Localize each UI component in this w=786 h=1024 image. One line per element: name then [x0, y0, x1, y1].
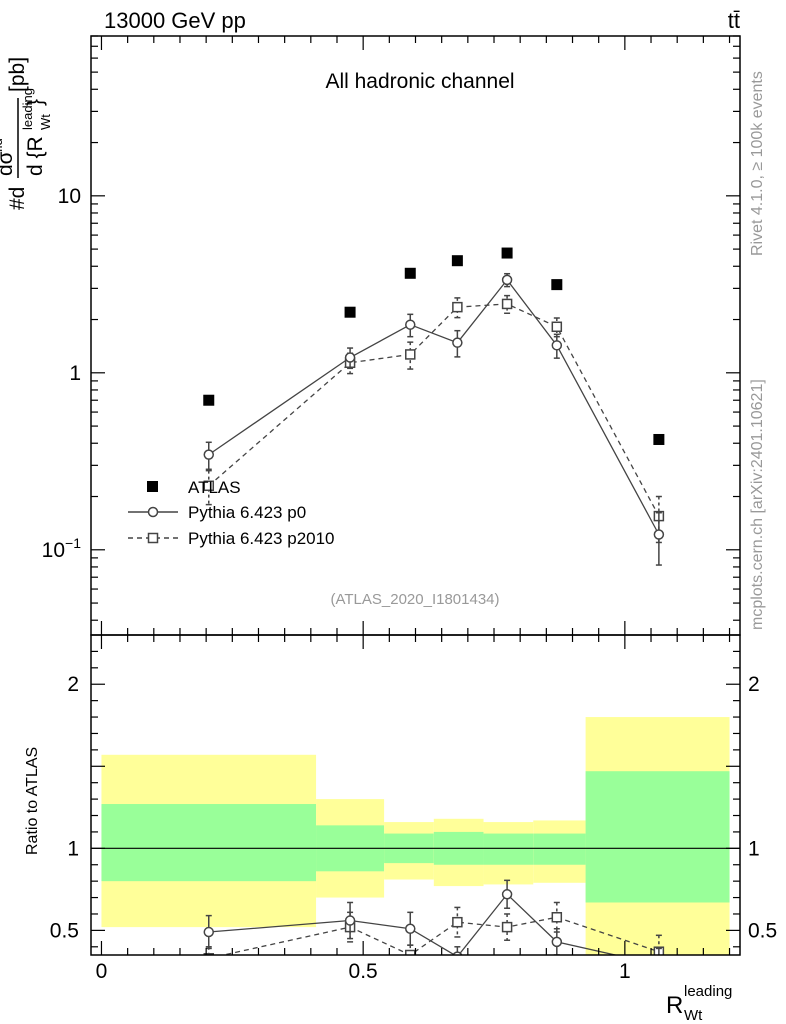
main-p2010-point	[203, 480, 215, 492]
ratio-p2010-point	[452, 916, 463, 928]
y-tick-label: 10	[58, 185, 81, 208]
main-atlas-point	[203, 394, 215, 406]
main-p0-point	[551, 340, 563, 351]
ratio-band-inner	[585, 771, 730, 903]
main-series	[203, 247, 665, 566]
svg-text:}: }	[24, 99, 47, 106]
main-p0-point	[344, 352, 356, 363]
ratio-panel: 0.5 0.5 1 1 2 2 0 0.5 1 Ratio to ATLAS R Wt lead…	[24, 634, 777, 1024]
main-p2010-point	[452, 301, 463, 313]
rivet-label: Rivet 4.1.0, ≥ 100k events	[749, 71, 766, 256]
ratio-y-tick-label: 0.5	[50, 919, 79, 942]
ratio-series	[203, 879, 665, 969]
main-atlas-point	[551, 279, 563, 291]
main-p0-point	[653, 529, 665, 540]
ratio-p0-point	[405, 923, 416, 934]
main-p0-line	[208, 278, 660, 535]
x-axis-label: R Wt leading	[666, 983, 732, 1024]
main-atlas-point	[451, 255, 463, 267]
legend: ATLAS Pythia 6.423 p0 Pythia 6.423 p2010	[128, 478, 335, 548]
main-panel: All hadronic channel (ATLAS_2020_I180143…	[0, 35, 741, 636]
analysis-label: (ATLAS_2020_I1801434)	[330, 591, 499, 608]
ratio-p0-point	[501, 889, 513, 900]
ratio-p2010-point	[501, 921, 513, 933]
ratio-axes: 0.5 0.5 1 1 2 2 0 0.5 1	[50, 635, 777, 983]
main-p0-point	[452, 337, 463, 348]
ratio-y-axis-label: Ratio to ATLAS	[24, 747, 41, 855]
svg-text:leading: leading	[20, 88, 35, 130]
svg-text:d {R: d {R	[24, 136, 47, 176]
mcplots-label: mcplots.cern.ch [arXiv:2401.10621]	[749, 379, 766, 630]
legend-p2010-marker	[147, 532, 159, 544]
svg-text:R: R	[666, 992, 683, 1019]
svg-text:leading: leading	[684, 983, 732, 1000]
energy-label: 13000 GeV pp	[104, 8, 246, 33]
svg-text:#d: #d	[6, 187, 29, 210]
legend-atlas-label: ATLAS	[188, 478, 241, 497]
main-atlas-point	[344, 306, 356, 318]
main-atlas-point	[404, 267, 416, 279]
x-tick-label: 1	[619, 960, 631, 983]
ratio-frame	[90, 634, 741, 956]
ratio-band-inner	[101, 804, 317, 882]
legend-p0-marker	[147, 506, 159, 518]
ratio-p0-point	[551, 936, 563, 948]
svg-text:[pb]: [pb]	[6, 57, 29, 92]
ratio-p0-point	[203, 926, 215, 938]
ratio-y-tick-label: 1	[67, 837, 79, 860]
ratio-y-tick-label-right: 2	[748, 673, 760, 696]
main-p0-point	[405, 319, 416, 330]
ratio-band-inner	[483, 833, 534, 865]
chart-title: All hadronic channel	[325, 70, 514, 93]
legend-atlas-marker	[147, 481, 158, 492]
x-tick-label: 0	[96, 960, 108, 983]
y-tick-label: 1	[69, 362, 81, 385]
ratio-bands	[91, 717, 740, 955]
x-tick-label: 0.5	[349, 960, 378, 983]
ratio-p0-point	[452, 951, 463, 955]
main-p0-point	[203, 449, 215, 460]
legend-p2010-label: Pythia 6.423 p2010	[188, 529, 335, 548]
ratio-y-tick-label: 2	[67, 673, 79, 696]
svg-text:Wt: Wt	[684, 1007, 703, 1024]
y-tick-label: 10−1	[42, 535, 82, 562]
main-p2010-point	[551, 321, 563, 333]
ratio-p2010-point	[405, 949, 416, 955]
process-label: tt̄	[728, 8, 740, 33]
ratio-p0-point	[654, 960, 663, 969]
main-atlas-point	[653, 433, 665, 445]
legend-p0-label: Pythia 6.423 p0	[188, 503, 306, 522]
main-p2010-point	[405, 349, 416, 360]
ratio-band-inner	[533, 833, 586, 865]
svg-text:dσ: dσ	[0, 151, 17, 176]
main-y-axis: 10−1 1 10	[42, 35, 740, 635]
main-p2010-point	[501, 298, 513, 310]
svg-text:Wt: Wt	[38, 114, 53, 130]
main-p0-point	[501, 274, 513, 286]
ratio-p0-point	[344, 915, 356, 926]
ratio-y-tick-label-right: 1	[748, 837, 760, 860]
ratio-y-tick-label-right: 0.5	[748, 919, 777, 942]
svg-text:fid: fid	[0, 138, 5, 152]
main-y-axis-label: #d dσ fid d {R Wt leading } [pb]	[0, 57, 53, 210]
ratio-p2010-point	[551, 912, 563, 923]
main-atlas-point	[501, 247, 513, 259]
